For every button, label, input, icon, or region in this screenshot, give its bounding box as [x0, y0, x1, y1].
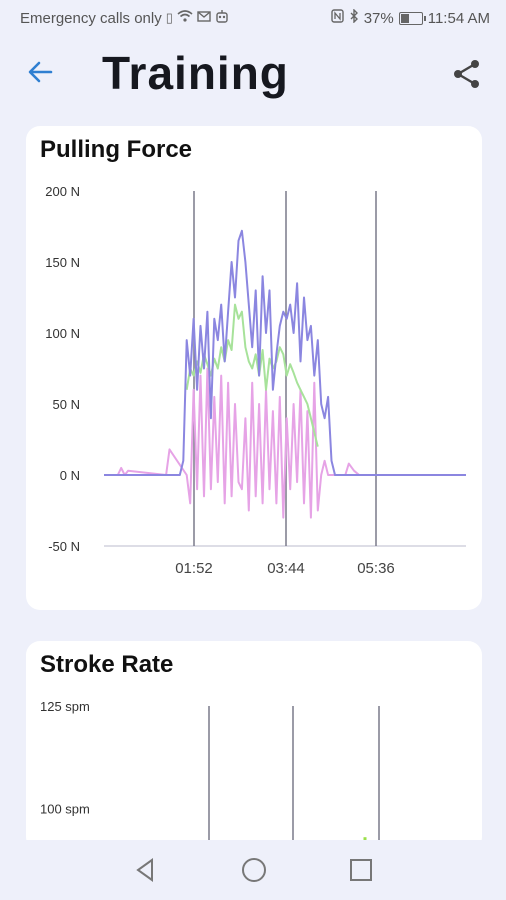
battery-icon: [398, 11, 426, 25]
nfc-icon: [331, 9, 344, 27]
system-nav-bar: [0, 840, 506, 900]
nav-recents-button[interactable]: [345, 854, 377, 886]
pulling-force-title: Pulling Force: [40, 136, 193, 163]
series-line-purple: [104, 229, 466, 476]
status-right: 37% 11:54 AM: [331, 8, 490, 27]
stroke-rate-title: Stroke Rate: [40, 651, 174, 678]
pulling-force-chart[interactable]: 200 N 150 N 100 N 50 N 0 N -50 N 01:52 03:44 05:…: [26, 126, 482, 610]
mail-icon: [197, 10, 211, 26]
bluetooth-icon: [349, 8, 359, 27]
x-tick-label: 05:36: [357, 560, 395, 577]
pulling-force-card: Pulling Force 200 N 150 N 100 N 50 N 0 N -50 …: [26, 126, 482, 610]
nav-home-button[interactable]: [238, 854, 270, 886]
y-tick-label: 100 N: [45, 326, 80, 341]
y-tick-label: 200 N: [45, 184, 80, 199]
y-tick-label: 150 N: [45, 255, 80, 270]
nav-recents-icon: [350, 859, 372, 881]
y-tick-label: 50 N: [53, 397, 80, 412]
back-button[interactable]: [22, 54, 58, 90]
x-tick-label: 01:52: [175, 560, 213, 577]
x-tick-label: 03:44: [267, 560, 305, 577]
share-icon: [454, 60, 479, 88]
status-bar: Emergency calls only ▯ 37% 11:54 AM: [0, 0, 506, 36]
nav-back-button[interactable]: [130, 854, 162, 886]
app-header: Training: [0, 36, 506, 112]
page-title: Training: [102, 47, 289, 99]
carrier-text: Emergency calls only: [20, 9, 162, 27]
series-line-pink: [116, 367, 360, 519]
y-tick-label: 0 N: [60, 468, 80, 483]
robot-icon: [215, 9, 229, 27]
stroke-rate-chart[interactable]: 125 spm 100 spm: [26, 641, 482, 851]
stroke-rate-card: Stroke Rate 125 spm 100 spm: [26, 641, 482, 851]
share-button[interactable]: [449, 56, 485, 92]
clock: 11:54 AM: [427, 9, 490, 27]
wifi-icon: [177, 9, 193, 27]
nav-back-icon: [136, 858, 153, 882]
arrow-left-icon: [28, 61, 53, 83]
sim-icon: ▯: [165, 10, 173, 25]
battery-percent: 37%: [363, 9, 394, 27]
y-tick-label: 125 spm: [40, 699, 90, 714]
y-tick-label: -50 N: [48, 539, 80, 554]
status-left: Emergency calls only ▯: [20, 9, 229, 27]
nav-home-icon: [242, 858, 266, 882]
y-tick-label: 100 spm: [40, 802, 90, 817]
